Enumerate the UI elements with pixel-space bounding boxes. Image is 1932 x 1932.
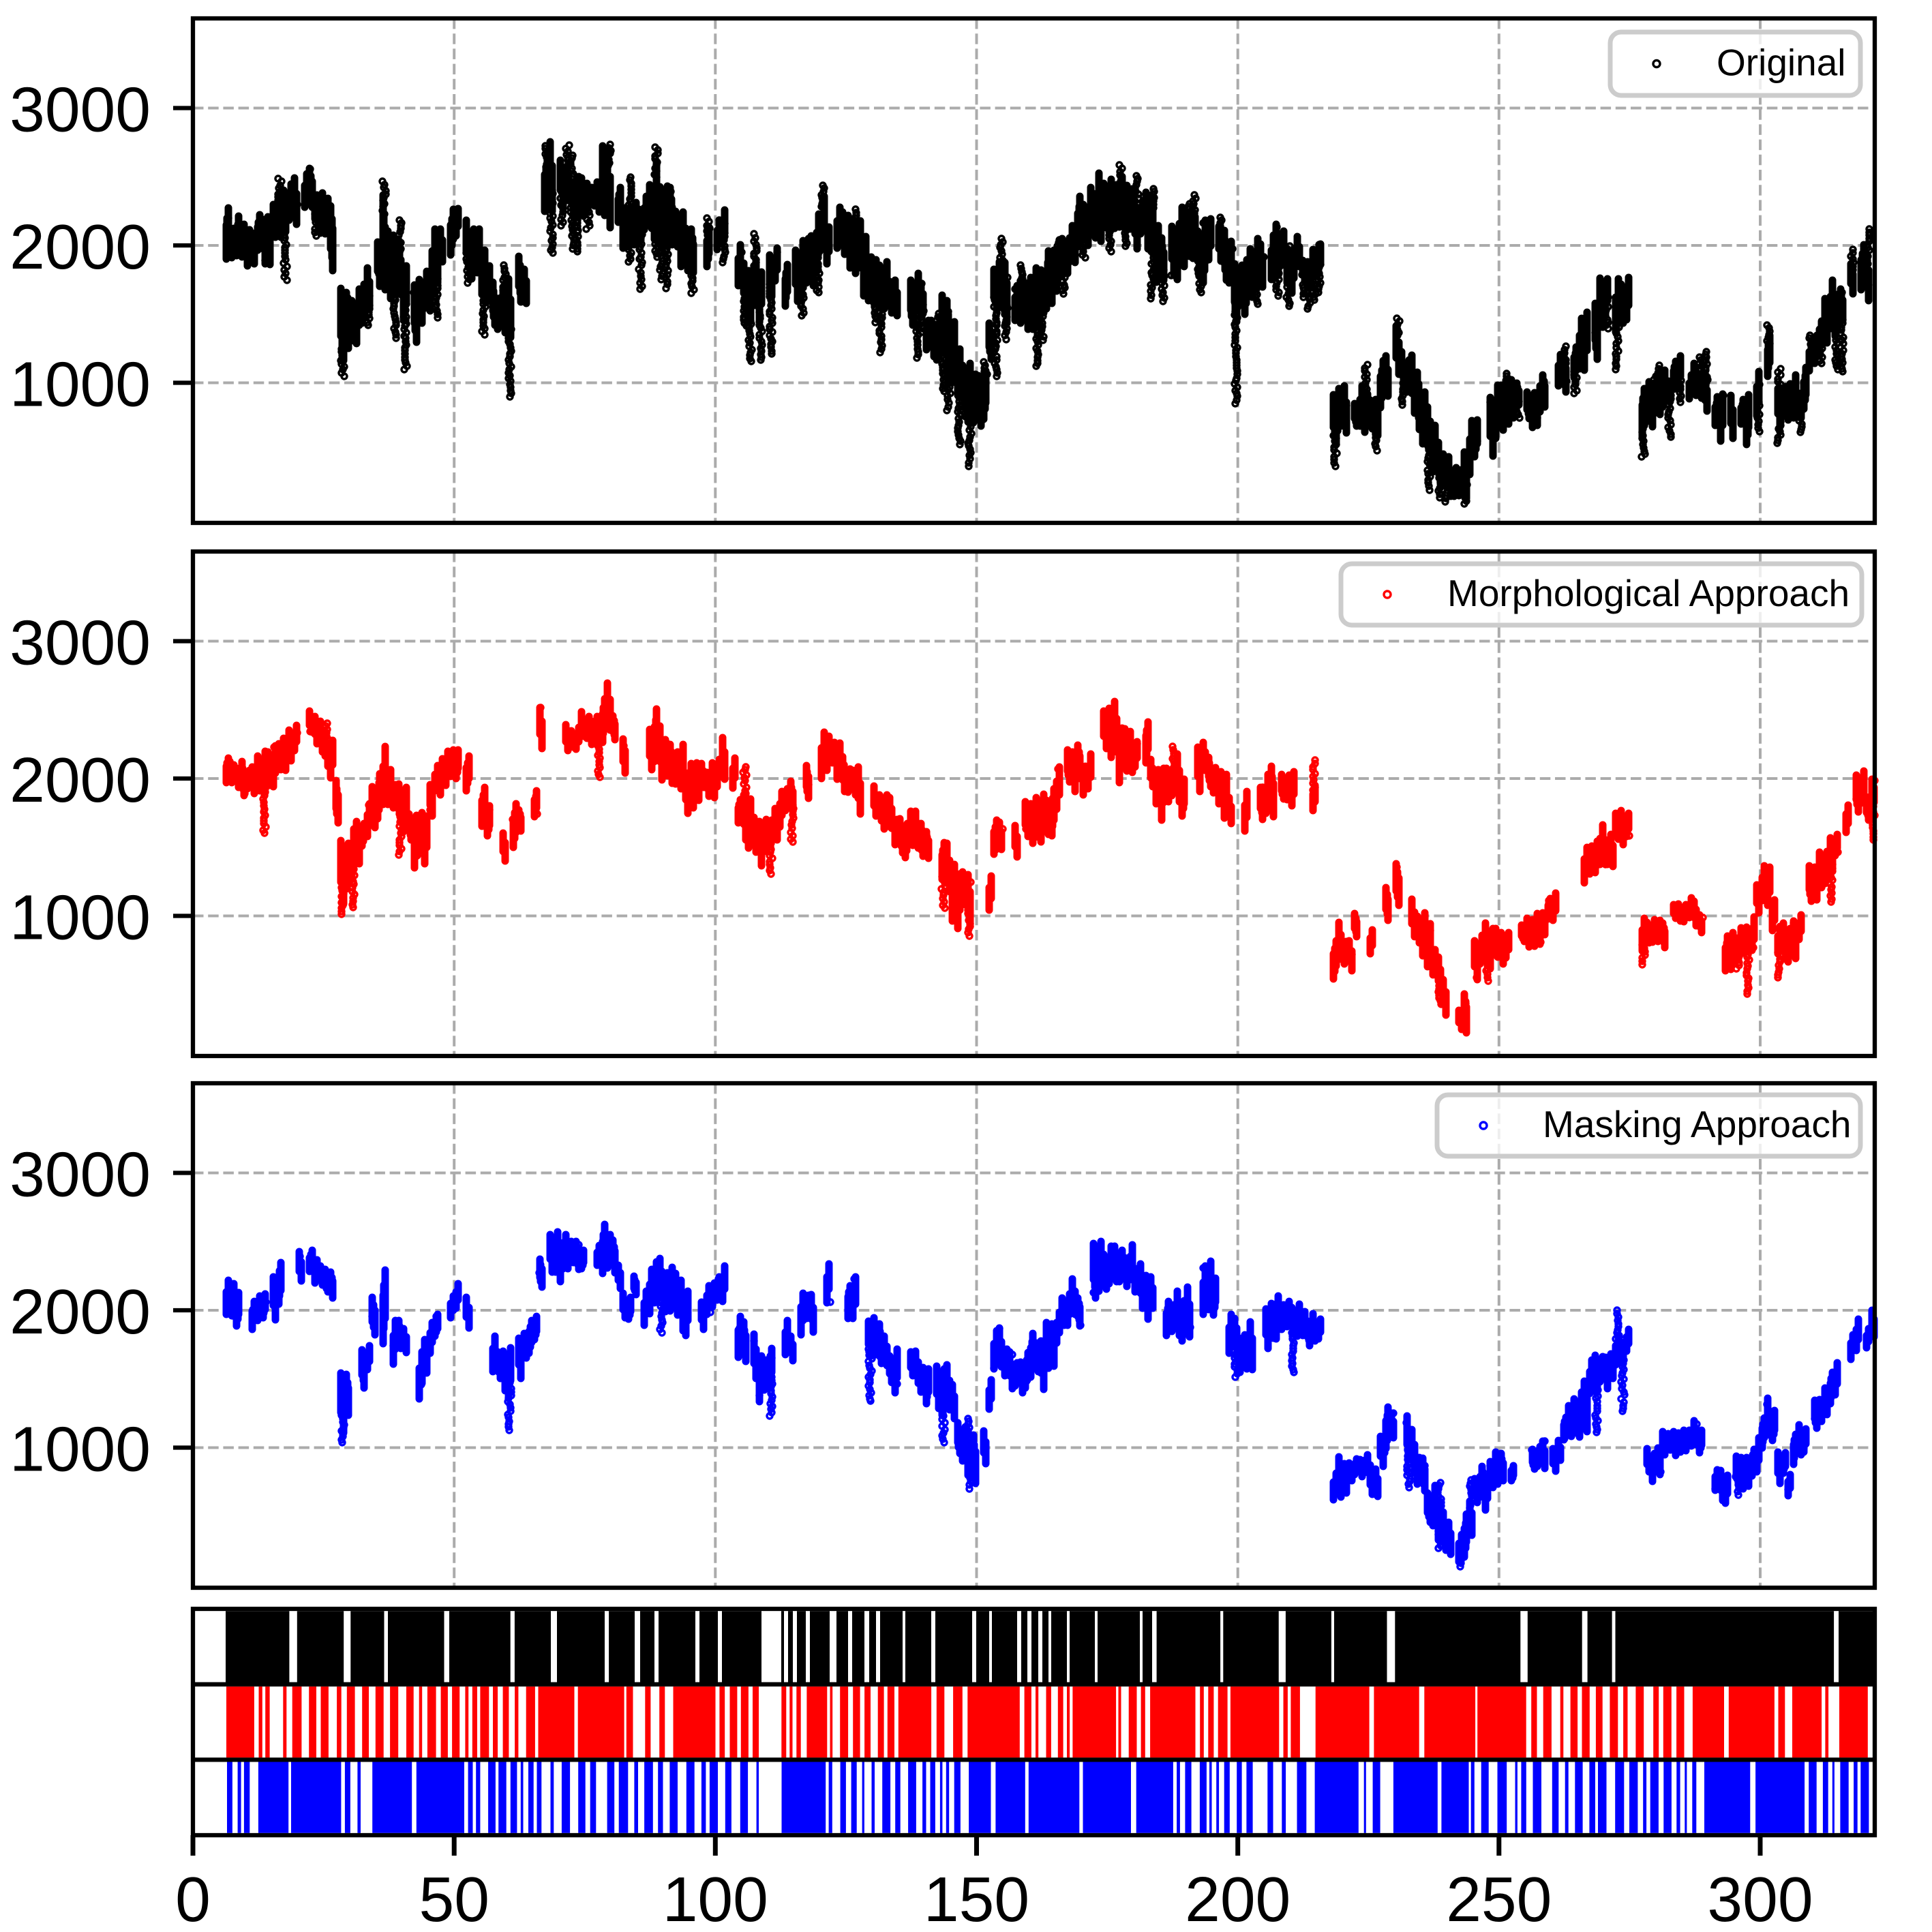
- svg-text:3000: 3000: [10, 74, 151, 145]
- svg-text:2000: 2000: [10, 211, 151, 282]
- svg-text:Masking Approach: Masking Approach: [1543, 1103, 1852, 1145]
- svg-text:50: 50: [419, 1864, 489, 1932]
- svg-text:Original: Original: [1717, 42, 1846, 84]
- svg-text:100: 100: [663, 1864, 768, 1932]
- svg-text:300: 300: [1707, 1864, 1813, 1932]
- svg-text:Morphological Approach: Morphological Approach: [1447, 572, 1850, 614]
- svg-text:150: 150: [924, 1864, 1029, 1932]
- svg-text:0: 0: [175, 1864, 211, 1932]
- svg-text:250: 250: [1446, 1864, 1552, 1932]
- svg-text:200: 200: [1185, 1864, 1290, 1932]
- svg-text:1000: 1000: [10, 1414, 151, 1485]
- svg-text:3000: 3000: [10, 1139, 151, 1210]
- svg-text:2000: 2000: [10, 1276, 151, 1347]
- svg-text:3000: 3000: [10, 607, 151, 678]
- svg-text:1000: 1000: [10, 882, 151, 953]
- svg-text:1000: 1000: [10, 349, 151, 420]
- svg-text:2000: 2000: [10, 744, 151, 815]
